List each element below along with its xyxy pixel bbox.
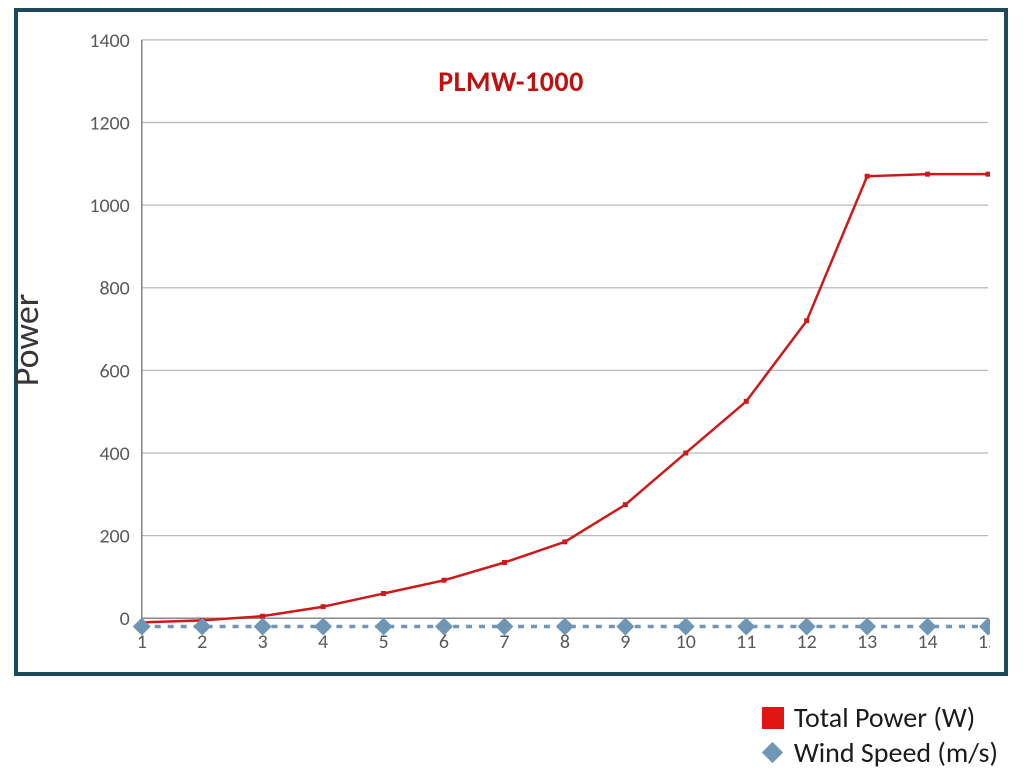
legend-label: Wind Speed (m/s) xyxy=(794,735,998,770)
chart-area: Power PLMW-1000 020040060080010001200140… xyxy=(32,22,990,658)
legend-item-wind-speed: Wind Speed (m/s) xyxy=(762,735,998,770)
legend-label: Total Power (W) xyxy=(794,700,975,735)
svg-text:800: 800 xyxy=(99,277,129,301)
svg-text:600: 600 xyxy=(99,359,129,383)
svg-text:1400: 1400 xyxy=(89,29,129,53)
chart-frame: Power PLMW-1000 020040060080010001200140… xyxy=(14,8,1008,676)
svg-text:0: 0 xyxy=(120,607,130,631)
legend: Total Power (W) Wind Speed (m/s) xyxy=(762,700,998,770)
chart-svg: 0200400600800100012001400123456789101112… xyxy=(32,22,990,658)
legend-item-total-power: Total Power (W) xyxy=(762,700,998,735)
svg-text:200: 200 xyxy=(99,525,129,549)
square-icon xyxy=(762,707,784,729)
svg-text:1200: 1200 xyxy=(89,112,129,136)
diamond-icon xyxy=(762,742,784,764)
svg-text:400: 400 xyxy=(99,442,129,466)
svg-text:1000: 1000 xyxy=(89,194,129,218)
